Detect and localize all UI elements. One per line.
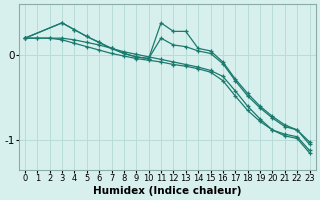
X-axis label: Humidex (Indice chaleur): Humidex (Indice chaleur) bbox=[93, 186, 242, 196]
